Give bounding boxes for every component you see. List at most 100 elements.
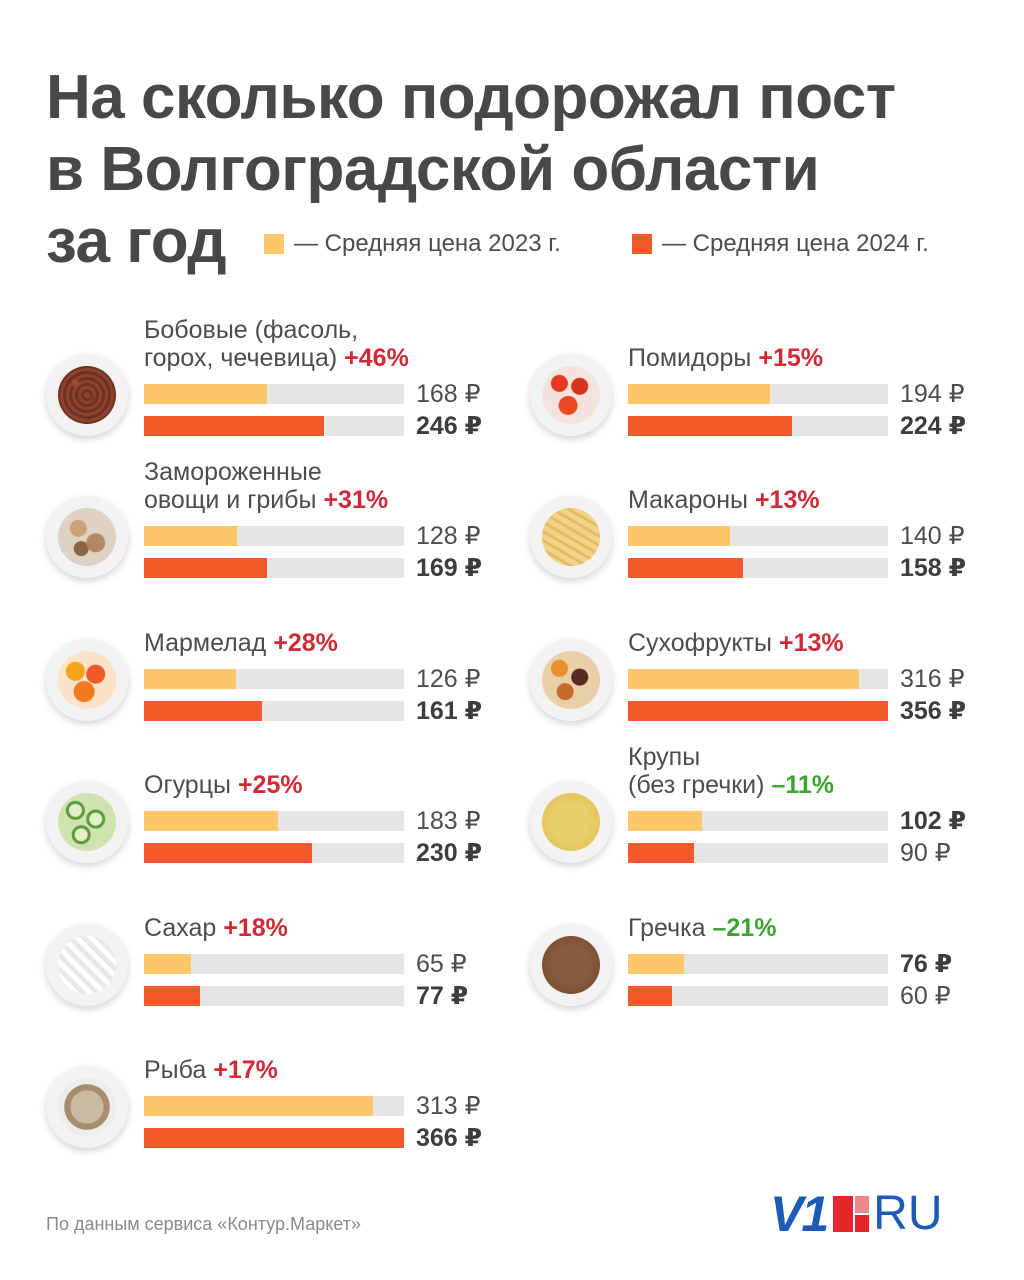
- item-label: Мармелад +28%: [144, 629, 464, 657]
- price-label-2023: 183 ₽: [416, 807, 481, 836]
- bar-track-2024: [144, 1128, 404, 1148]
- beans-icon: [58, 366, 116, 424]
- bar-track-2023: [144, 384, 404, 404]
- item-name-line: (без гречки): [628, 771, 765, 800]
- change-percent: +25%: [237, 771, 303, 800]
- item-name-line: Крупы: [628, 743, 701, 772]
- chart-item: Рыба +17% 313 ₽ 366 ₽: [46, 1032, 516, 1172]
- item-name-line: горох, чечевица): [144, 344, 338, 372]
- change-percent: +13%: [754, 486, 820, 515]
- bar-2024: [144, 843, 312, 864]
- price-label-2023: 194 ₽: [900, 380, 965, 408]
- item-name-line: Помидоры: [628, 344, 752, 372]
- bar-2023: [144, 1096, 373, 1116]
- bar-2024: [628, 985, 672, 1006]
- plate-image: [46, 923, 128, 1006]
- item-name-line: Макароны: [628, 486, 748, 515]
- chart-item: Гречка –21% 76 ₽ 60 ₽: [530, 890, 1000, 1030]
- price-label-2024: 224 ₽: [900, 412, 967, 440]
- item-label: Крупы (без гречки) –11%: [628, 743, 948, 799]
- bar-track-2023: [144, 953, 404, 974]
- bar-track-2023: [628, 384, 888, 404]
- dried-fruits-icon: [542, 650, 600, 709]
- price-label-2023: 128 ₽: [416, 522, 481, 551]
- bar-track-2024: [144, 700, 404, 721]
- bar-track-2023: [628, 668, 888, 689]
- chart-item: Бобовые (фасоль, горох, чечевица) +46% 168…: [46, 316, 516, 460]
- bar-track-2023: [144, 526, 404, 547]
- bar-track-2023: [144, 1096, 404, 1116]
- marmalade-icon: [58, 650, 116, 709]
- bar-track-2024: [628, 843, 888, 864]
- bar-2024: [144, 1128, 404, 1148]
- plate-image: [530, 354, 612, 436]
- legend-swatch-2024: [632, 234, 652, 254]
- chart-item: Сухофрукты +13% 316 ₽ 356 ₽: [530, 605, 1000, 745]
- item-name-line: Огурцы: [144, 771, 231, 800]
- bar-2023: [628, 811, 703, 832]
- bar-track-2024: [628, 416, 888, 436]
- item-name-line: Бобовые (фасоль,: [144, 316, 359, 344]
- chart-item: Мармелад +28% 126 ₽ 161 ₽: [46, 605, 516, 745]
- page-title: На сколько подорожал пост в Волгоградско…: [46, 62, 1006, 278]
- bar-track-2023: [628, 526, 888, 547]
- bar-track-2024: [144, 843, 404, 864]
- price-label-2023: 102 ₽: [900, 807, 967, 836]
- item-label: Сахар +18%: [144, 914, 464, 942]
- legend-label-2023: — Средняя цена 2023 г.: [294, 230, 561, 257]
- price-label-2023: 168 ₽: [416, 380, 481, 408]
- price-label-2024: 90 ₽: [900, 839, 951, 868]
- bar-track-2023: [144, 668, 404, 689]
- legend-label-2024: — Средняя цена 2024 г.: [662, 230, 929, 257]
- change-percent: +46%: [344, 344, 409, 372]
- change-percent: +15%: [758, 344, 823, 372]
- price-label-2023: 313 ₽: [416, 1092, 481, 1120]
- item-label: Помидоры +15%: [628, 344, 948, 372]
- bar-track-2024: [628, 558, 888, 579]
- price-label-2024: 366 ₽: [416, 1124, 483, 1152]
- item-label: Гречка –21%: [628, 914, 948, 942]
- item-label: Рыба +17%: [144, 1056, 464, 1084]
- item-label: Бобовые (фасоль, горох, чечевица) +46%: [144, 316, 464, 372]
- plate-image: [46, 1066, 128, 1148]
- plate-image: [530, 923, 612, 1006]
- bar-track-2024: [628, 700, 888, 721]
- title-line-2: в Волгоградской области: [46, 135, 820, 204]
- legend-swatch-2023: [264, 234, 284, 254]
- price-label-2024: 158 ₽: [900, 554, 967, 583]
- logo-text-main: V1: [770, 1186, 829, 1242]
- grain-icon: [542, 793, 600, 852]
- bar-2023: [628, 526, 731, 547]
- buckwheat-icon: [542, 935, 600, 994]
- logo-squares-icon: [833, 1196, 870, 1232]
- change-percent: +13%: [778, 628, 844, 657]
- item-label: Макароны +13%: [628, 486, 948, 514]
- bar-2024: [144, 985, 201, 1006]
- price-label-2023: 126 ₽: [416, 664, 481, 693]
- plate-image: [46, 781, 128, 864]
- change-percent: –11%: [771, 771, 834, 800]
- bar-track-2024: [144, 416, 404, 436]
- plate-image: [46, 638, 128, 721]
- pasta-icon: [542, 508, 600, 567]
- legend-item-2024: — Средняя цена 2024 г.: [632, 230, 929, 258]
- bar-track-2023: [628, 811, 888, 832]
- bar-track-2024: [628, 985, 888, 1006]
- bar-2023: [144, 953, 192, 974]
- item-name-line: Рыба: [144, 1056, 207, 1084]
- bar-2024: [628, 558, 744, 579]
- item-name-line: Замороженные: [144, 458, 322, 487]
- bar-2024: [144, 700, 262, 721]
- tomatoes-icon: [542, 366, 600, 424]
- price-label-2024: 60 ₽: [900, 981, 951, 1010]
- price-label-2024: 230 ₽: [416, 839, 483, 868]
- bar-2023: [144, 811, 278, 832]
- item-name-line: Гречка: [628, 913, 706, 942]
- bar-2023: [628, 953, 684, 974]
- cucumbers-icon: [58, 793, 116, 852]
- fish-icon: [58, 1078, 116, 1136]
- logo-text-suffix: RU: [873, 1187, 943, 1240]
- change-percent: +17%: [213, 1056, 278, 1084]
- bar-2023: [144, 668, 237, 689]
- bar-2023: [628, 384, 770, 404]
